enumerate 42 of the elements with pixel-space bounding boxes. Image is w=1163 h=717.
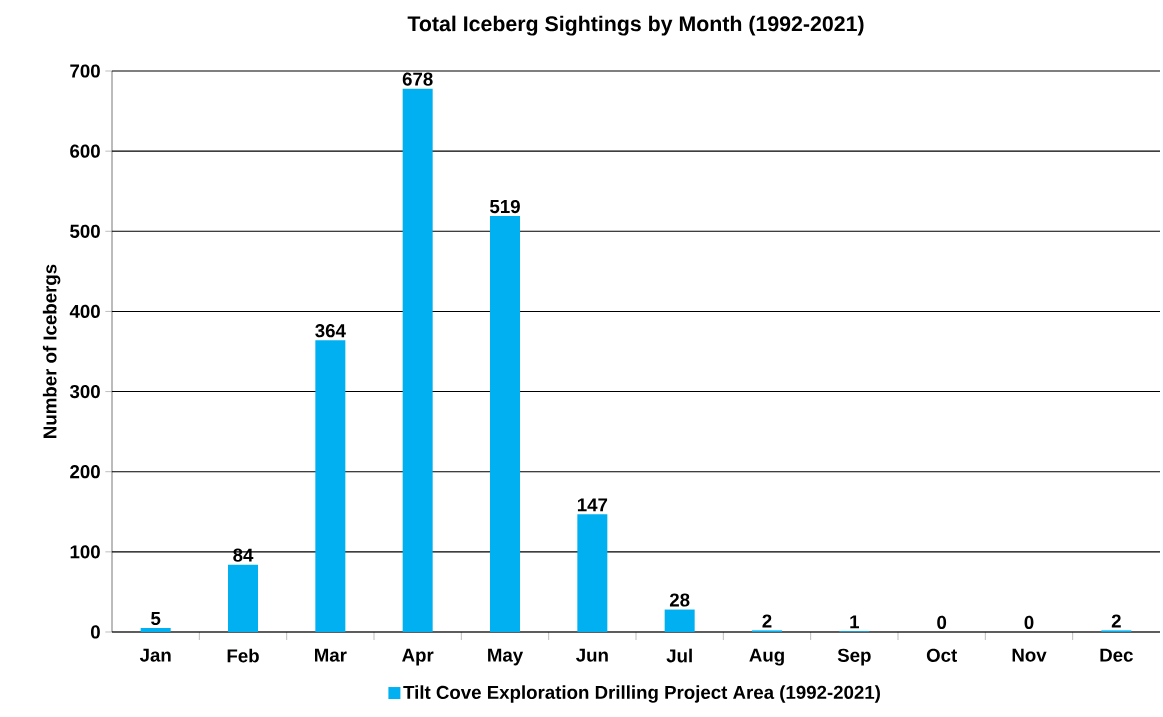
y-tick-label: 700 bbox=[70, 64, 100, 78]
x-tick-label: May bbox=[488, 648, 524, 666]
data-label: 84 bbox=[233, 548, 254, 562]
x-tick-label: Sep bbox=[837, 648, 871, 666]
y-tick-label: 500 bbox=[70, 224, 100, 238]
x-tick-label: Jan bbox=[139, 648, 171, 662]
data-label: 2 bbox=[1111, 614, 1121, 628]
x-tick-label: Mar bbox=[315, 648, 347, 662]
x-tick-label: Apr bbox=[402, 648, 434, 666]
bar bbox=[490, 216, 521, 632]
y-tick-label: 100 bbox=[70, 545, 100, 559]
bar bbox=[402, 88, 433, 632]
x-tick-label: Feb bbox=[227, 648, 259, 663]
x-tick-label: Dec bbox=[1100, 648, 1133, 662]
data-label: 1 bbox=[850, 615, 860, 629]
bar bbox=[664, 609, 695, 632]
data-label: 0 bbox=[937, 615, 947, 630]
data-label: 0 bbox=[1024, 615, 1034, 630]
data-label: 147 bbox=[577, 498, 608, 512]
bar bbox=[140, 627, 171, 632]
bar bbox=[315, 340, 346, 632]
data-label: 2 bbox=[762, 614, 772, 628]
data-label: 364 bbox=[315, 324, 346, 338]
y-tick-label: 0 bbox=[90, 625, 100, 639]
legend-label: Tilt Cove Exploration Drilling Project Area (1992-2021) bbox=[403, 685, 880, 703]
y-axis-title: Number of Icebergs bbox=[42, 264, 61, 438]
y-tick-label: 400 bbox=[69, 304, 100, 319]
y-tick-label: 300 bbox=[69, 384, 100, 399]
x-tick-label: Nov bbox=[1012, 648, 1047, 662]
x-tick-label: Jun bbox=[576, 648, 608, 662]
chart-title: Total Iceberg Sightings by Month (1992-2021) bbox=[407, 15, 864, 36]
x-tick-label: Jul bbox=[666, 648, 692, 663]
data-label: 28 bbox=[669, 593, 690, 607]
data-label: 5 bbox=[151, 612, 161, 626]
data-label: 519 bbox=[490, 199, 520, 214]
x-tick-label: Oct bbox=[926, 648, 957, 662]
bar bbox=[228, 564, 259, 632]
x-tick-label: Aug bbox=[749, 648, 784, 666]
y-tick-label: 200 bbox=[70, 465, 100, 479]
data-label: 678 bbox=[402, 72, 433, 86]
bar bbox=[577, 514, 608, 632]
y-tick-label: 600 bbox=[70, 144, 100, 158]
